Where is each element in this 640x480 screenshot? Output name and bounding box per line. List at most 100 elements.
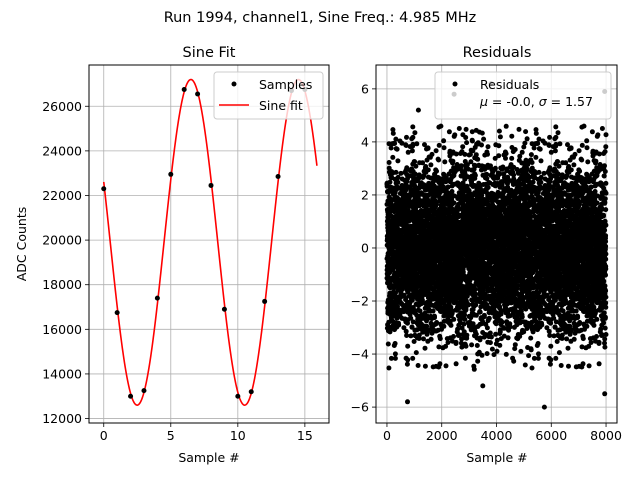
residual-point — [411, 339, 417, 344]
residual-point — [441, 145, 447, 151]
residual-point — [469, 138, 475, 144]
residual-point — [452, 132, 458, 138]
sample-point — [208, 182, 214, 188]
residual-point — [485, 151, 490, 157]
residual-point — [512, 342, 518, 348]
residual-point — [449, 189, 455, 194]
residual-point — [410, 134, 416, 140]
sine-fit-ytick-label: 20000 — [42, 233, 82, 248]
residual-point — [429, 151, 435, 157]
legend-sine-fit-label: Sine fit — [259, 98, 303, 113]
residual-point — [492, 165, 498, 171]
residuals-data — [384, 81, 609, 410]
residual-point — [408, 315, 414, 321]
sine-fit-frame — [88, 64, 330, 424]
residual-point — [464, 140, 470, 146]
sine-fit-ytick-label: 22000 — [42, 188, 82, 203]
residual-point — [485, 144, 491, 150]
residual-point — [475, 156, 481, 162]
residual-point — [409, 148, 415, 154]
residual-point — [410, 124, 416, 130]
sine-fit-xtick-label: 15 — [297, 428, 313, 443]
residual-point — [387, 179, 393, 185]
residual-point — [425, 145, 431, 151]
residual-point — [428, 336, 434, 342]
residual-point — [390, 130, 396, 136]
sample-point — [195, 91, 201, 97]
residual-point — [473, 152, 479, 158]
residual-point — [410, 319, 416, 325]
residual-point — [404, 361, 410, 367]
residual-point — [386, 160, 392, 165]
sample-point — [101, 186, 107, 192]
residual-point — [395, 174, 401, 180]
sample-point — [168, 171, 174, 177]
sample-point — [275, 174, 281, 180]
residual-point — [509, 133, 515, 139]
residual-point — [488, 334, 494, 340]
residual-point — [442, 159, 448, 165]
residual-point — [436, 157, 442, 163]
residual-point — [437, 336, 443, 342]
sine-fit-ytick-label: 24000 — [42, 143, 82, 158]
residual-point — [441, 138, 447, 144]
residual-point — [422, 363, 428, 369]
residual-point — [453, 361, 459, 367]
residual-point — [458, 163, 464, 169]
sample-point — [181, 87, 187, 93]
residual-point — [430, 308, 436, 314]
residual-point — [385, 341, 391, 347]
sample-point — [141, 388, 147, 394]
residual-point — [408, 333, 414, 339]
residual-point — [463, 126, 469, 132]
residual-point — [433, 148, 439, 154]
sine-fit-ytick-label: 12000 — [42, 411, 82, 426]
residual-point — [392, 341, 398, 346]
residual-point — [416, 172, 422, 178]
residual-point — [404, 134, 409, 140]
residual-point — [412, 171, 418, 177]
residual-point — [485, 185, 491, 190]
residual-point — [499, 319, 505, 325]
sample-point — [114, 310, 120, 316]
residual-point — [471, 366, 477, 372]
residual-point — [487, 340, 493, 346]
residual-point — [438, 123, 444, 129]
residual-point — [518, 348, 524, 354]
residual-point — [423, 164, 429, 169]
residual-point — [403, 328, 409, 334]
residual-point — [451, 334, 456, 339]
residual-point — [448, 322, 454, 328]
sine-fit-xlabel: Sample # — [178, 450, 239, 465]
residual-point — [484, 325, 490, 331]
residual-point — [394, 146, 400, 152]
residual-point — [395, 304, 400, 310]
residual-point — [390, 154, 396, 160]
residual-point — [410, 141, 416, 147]
residual-point — [428, 162, 434, 168]
residual-point — [399, 140, 405, 146]
residual-point — [456, 126, 462, 131]
residual-point — [451, 200, 457, 206]
residual-point — [405, 343, 411, 349]
residual-point — [472, 172, 478, 178]
sample-point — [248, 389, 254, 395]
residual-point — [503, 155, 508, 161]
residual-point — [505, 335, 511, 341]
residual-point — [479, 352, 485, 358]
sample-point — [154, 295, 160, 301]
residual-point — [477, 309, 483, 315]
residual-point — [425, 167, 431, 173]
residual-point — [416, 332, 422, 338]
residual-point — [420, 160, 426, 166]
sine-fit-ytick-label: 26000 — [42, 99, 82, 114]
sine-fit-xtick-label: 0 — [100, 428, 108, 443]
residual-point — [388, 355, 394, 361]
residual-point — [410, 355, 416, 361]
residual-point — [509, 155, 515, 161]
sine-fit-legend-box — [213, 71, 324, 120]
residual-point — [437, 361, 443, 367]
residual-point — [462, 312, 467, 318]
